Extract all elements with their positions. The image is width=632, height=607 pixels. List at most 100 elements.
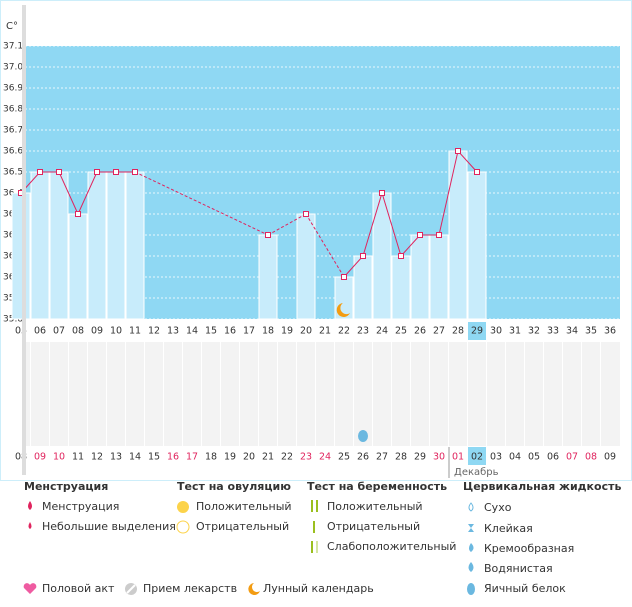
x-tick-label: 20 (300, 326, 312, 337)
x-tick-label: 34 (566, 326, 578, 337)
point (132, 169, 138, 175)
date-label: 18 (205, 452, 217, 463)
legend-item: Отрицательный (196, 520, 289, 533)
drop-icon (358, 430, 368, 442)
highlight (468, 322, 486, 340)
x-tick-label: 31 (509, 326, 521, 337)
x-tick-label: 14 (186, 326, 198, 337)
icon (28, 501, 32, 510)
icon (177, 501, 189, 513)
date-label: 06 (547, 452, 559, 463)
bar (11, 192, 31, 320)
bar (353, 255, 373, 320)
bar (49, 171, 69, 320)
date-label: 11 (72, 452, 84, 463)
y-axis-label: C° (6, 21, 18, 32)
x-tick-label: 09 (91, 326, 103, 337)
x-tick-label: 05 (15, 326, 27, 337)
x-tick-label: 23 (357, 326, 369, 337)
date-label: 04 (509, 452, 521, 463)
x-tick-label: 26 (414, 326, 426, 337)
bar (429, 234, 449, 320)
x-tick-label: 30 (490, 326, 502, 337)
date-label: 16 (167, 452, 179, 463)
date-label: 07 (566, 452, 578, 463)
x-tick-label: 21 (319, 326, 331, 337)
legend-item: Клейкая (484, 522, 533, 535)
date-label: 09 (34, 452, 46, 463)
point (379, 190, 385, 196)
legend-item: Положительный (327, 500, 423, 513)
legend-item: Сухо (484, 501, 512, 514)
date-label: 28 (395, 452, 407, 463)
y-tick-label: 36.9 (3, 84, 23, 94)
bar (68, 213, 88, 320)
bar (125, 171, 145, 320)
x-tick-label: 22 (338, 326, 350, 337)
date-label: 26 (357, 452, 369, 463)
x-tick-label: 08 (72, 326, 84, 337)
legend-heading: Цервикальная жидкость (463, 480, 621, 493)
point (113, 169, 119, 175)
x-tick-label: 33 (547, 326, 559, 337)
date-label: 30 (433, 452, 445, 463)
x-tick-label: 29 (471, 326, 483, 337)
legend-item: Половой акт (42, 582, 115, 595)
point (341, 274, 347, 280)
x-tick-label: 13 (167, 326, 179, 337)
y-tick-label: 36.8 (3, 105, 23, 115)
date-label: 08 (585, 452, 597, 463)
legend-item: Отрицательный (327, 520, 420, 533)
point (75, 211, 81, 217)
legend-item: Кремообразная (484, 542, 574, 555)
x-tick-label: 11 (129, 326, 141, 337)
date-label: 20 (243, 452, 255, 463)
moon-icon (336, 303, 350, 317)
date-label: 15 (148, 452, 160, 463)
date-label: 12 (91, 452, 103, 463)
gap-line (305, 213, 345, 278)
date-label: 21 (262, 452, 274, 463)
point (56, 169, 62, 175)
y-tick-label: 36.6 (3, 147, 23, 157)
legend-item: Положительный (196, 500, 292, 513)
x-tick-label: 27 (433, 326, 445, 337)
x-tick-label: 24 (376, 326, 388, 337)
date-label: 14 (129, 452, 141, 463)
date-label: 02 (471, 452, 483, 463)
date-label: 19 (224, 452, 236, 463)
point (436, 232, 442, 238)
date-label: 10 (53, 452, 65, 463)
x-tick-label: 07 (53, 326, 65, 337)
x-tick-label: 18 (262, 326, 274, 337)
x-tick-label: 25 (395, 326, 407, 337)
day-grid (25, 342, 620, 446)
point (417, 232, 423, 238)
x-tick-label: 10 (110, 326, 122, 337)
point (303, 211, 309, 217)
legend-item: Менструация (42, 500, 119, 513)
icon (28, 522, 32, 529)
x-tick-label: 16 (224, 326, 236, 337)
legend-heading: Менструация (24, 480, 108, 493)
gap-line (267, 213, 307, 236)
y-tick-label: 37.0 (3, 63, 23, 73)
bar (410, 234, 430, 320)
legend-item: Лунный календарь (263, 582, 374, 595)
legend-item: Прием лекарств (143, 582, 237, 595)
gap-line (134, 171, 269, 236)
point (94, 169, 100, 175)
bar (448, 150, 468, 320)
legend-item: Яичный белок (484, 582, 566, 595)
bar (106, 171, 126, 320)
legend-heading: Тест на овуляцию (177, 480, 291, 493)
bar (258, 234, 278, 320)
point (455, 148, 461, 154)
legend: Менструация Менструация Небольшие выделе… (23, 480, 621, 595)
date-label: 01 (452, 452, 464, 463)
icon (176, 520, 190, 534)
bar (296, 213, 316, 320)
x-tick-label: 19 (281, 326, 293, 337)
x-tick-label: 06 (34, 326, 46, 337)
